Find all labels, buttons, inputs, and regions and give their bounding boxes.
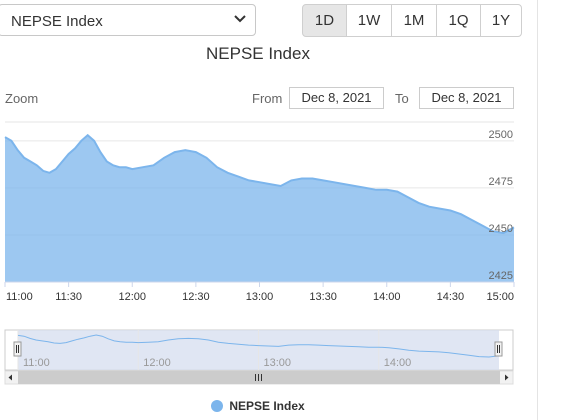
x-tick-label: 14:00 bbox=[373, 291, 401, 303]
y-tick-label: 2500 bbox=[489, 129, 513, 141]
legend-item-nepse[interactable]: NEPSE Index bbox=[229, 399, 305, 413]
x-tick-label: 12:00 bbox=[118, 291, 146, 303]
index-select[interactable]: NEPSE Index bbox=[0, 4, 256, 36]
x-axis-labels: 11:00 11:30 12:00 12:30 13:00 13:30 14:00 14:30… bbox=[4, 282, 515, 303]
x-tick-label: 13:00 bbox=[246, 291, 274, 303]
x-tick-label: 11:00 bbox=[6, 291, 33, 303]
y-tick-label: 2475 bbox=[489, 176, 513, 188]
range-selector: 1D 1W 1M 1Q 1Y bbox=[302, 4, 522, 37]
to-date-input[interactable]: Dec 8, 2021 bbox=[419, 87, 514, 109]
from-date-input[interactable]: Dec 8, 2021 bbox=[289, 87, 384, 109]
chart-canvas: 2425 2450 2475 2500 11:00 11:30 12:00 12:30 13:… bbox=[4, 121, 515, 385]
navigator-handle-left[interactable] bbox=[13, 341, 22, 357]
index-select-value: NEPSE Index bbox=[11, 13, 103, 30]
chart-title: NEPSE Index bbox=[206, 44, 310, 63]
navigator-tick-label: 11:00 bbox=[23, 357, 50, 369]
navigator-series-line bbox=[17, 334, 500, 358]
to-label: To bbox=[395, 91, 409, 106]
y-tick-label: 2450 bbox=[489, 223, 513, 235]
panel-edge bbox=[537, 0, 538, 420]
from-label: From bbox=[252, 91, 283, 106]
y-tick-label: 2425 bbox=[489, 270, 513, 282]
scroll-left-arrow-icon[interactable] bbox=[8, 374, 13, 381]
chevron-down-icon bbox=[234, 15, 246, 23]
navigator-tick-label: 14:00 bbox=[384, 357, 412, 369]
legend-marker-icon bbox=[211, 400, 224, 412]
zoom-label: Zoom bbox=[5, 91, 39, 106]
scroll-right-arrow-icon[interactable] bbox=[505, 374, 509, 381]
navigator-tick-label: 13:00 bbox=[264, 357, 292, 369]
range-button-1w[interactable]: 1W bbox=[346, 4, 392, 37]
x-tick-label: 12:30 bbox=[182, 291, 210, 303]
range-button-1m[interactable]: 1M bbox=[391, 4, 437, 37]
range-button-1q[interactable]: 1Q bbox=[436, 4, 481, 37]
x-tick-label: 11:30 bbox=[55, 291, 82, 303]
legend[interactable]: NEPSE Index bbox=[0, 399, 516, 413]
x-tick-label: 14:30 bbox=[437, 291, 465, 303]
navigator-handle-right[interactable] bbox=[494, 341, 503, 357]
scrollbar[interactable] bbox=[4, 370, 514, 385]
series-area-nepse bbox=[5, 135, 514, 282]
navigator[interactable]: 11:00 12:00 13:00 14:00 bbox=[4, 329, 514, 371]
series-line-nepse bbox=[4, 133, 515, 235]
navigator-tick-label: 12:00 bbox=[143, 357, 171, 369]
range-button-1y[interactable]: 1Y bbox=[480, 4, 522, 37]
x-tick-label: 15:00 bbox=[486, 291, 514, 303]
x-tick-label: 13:30 bbox=[309, 291, 337, 303]
y-axis-labels: 2425 2450 2475 2500 bbox=[489, 129, 513, 282]
navigator-x-labels: 11:00 12:00 13:00 14:00 bbox=[23, 357, 411, 369]
